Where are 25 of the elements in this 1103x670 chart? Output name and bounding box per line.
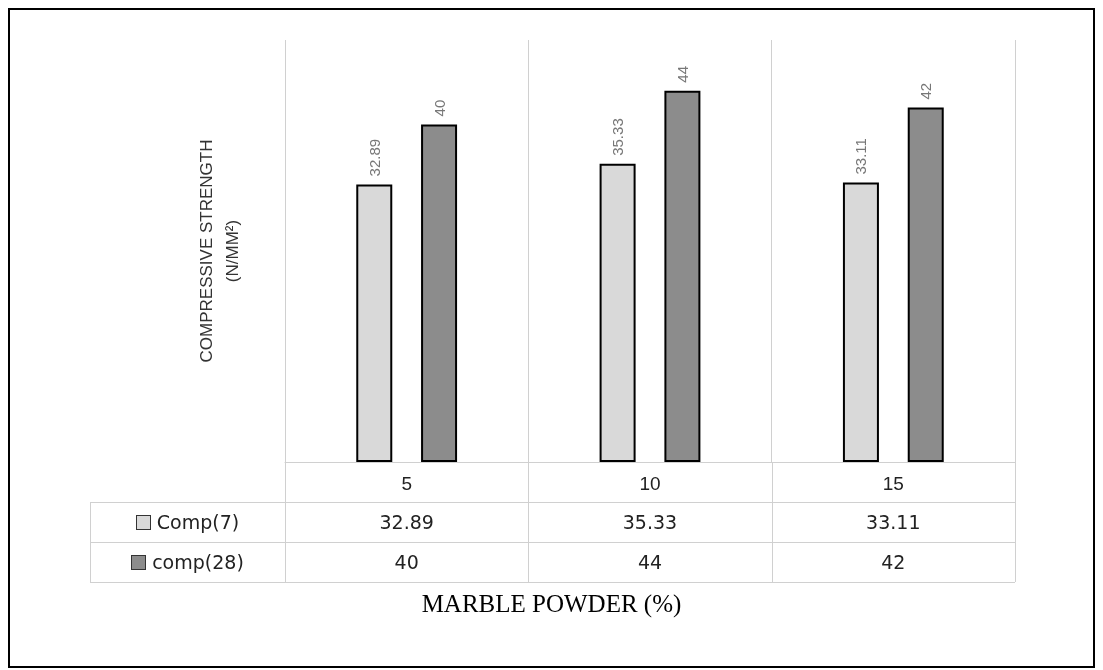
bar [421,124,458,462]
annotation: 42 [917,82,935,100]
annotation: 33.11 [852,138,870,175]
x-tick-label: 15 [882,473,904,494]
annotation: 35.33 [609,118,627,156]
bar [599,163,636,462]
x-axis-title: MARBLE POWDER (%) [420,590,683,618]
annotation: 32.89 [365,138,383,177]
bar [664,90,701,462]
data-label: 40 [394,551,419,573]
legend-label: comp(28) [152,551,244,573]
bar [356,184,393,462]
y-axis-title: COMPRESSIVE STRENGTH (N/MM²) [196,139,242,363]
legend-label: Comp(7) [156,511,240,533]
data-label: 44 [637,551,663,573]
text: 44 [673,65,691,83]
data-label: 33.11 [866,511,921,533]
data-label: 35.33 [622,511,678,533]
data-label: 42 [881,551,906,573]
data-label: 32.89 [379,511,434,533]
x-tick-label: 10 [639,473,661,494]
annotation: 40 [430,99,448,117]
bar [907,107,944,462]
x-tick-label: 5 [401,473,412,494]
bar [842,182,879,462]
